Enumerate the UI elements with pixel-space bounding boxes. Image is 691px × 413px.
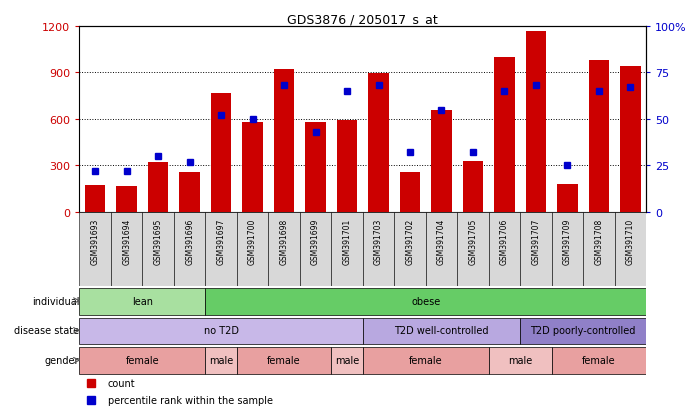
Text: GSM391693: GSM391693 xyxy=(91,218,100,264)
Bar xyxy=(305,123,325,212)
Bar xyxy=(494,58,515,212)
Text: GSM391706: GSM391706 xyxy=(500,218,509,264)
Bar xyxy=(589,61,609,212)
Bar xyxy=(274,70,294,212)
Bar xyxy=(211,93,231,212)
Bar xyxy=(457,212,489,287)
Bar xyxy=(79,212,111,287)
Text: GSM391707: GSM391707 xyxy=(531,218,540,264)
Bar xyxy=(395,212,426,287)
Bar xyxy=(205,212,237,287)
Bar xyxy=(268,212,300,287)
Bar xyxy=(300,212,331,287)
Text: GSM391710: GSM391710 xyxy=(626,218,635,264)
Bar xyxy=(583,212,614,287)
Text: male: male xyxy=(209,355,234,366)
Bar xyxy=(117,187,137,212)
Bar xyxy=(111,212,142,287)
Bar xyxy=(614,212,646,287)
Text: obese: obese xyxy=(411,296,440,306)
Text: GSM391701: GSM391701 xyxy=(343,218,352,264)
Text: count: count xyxy=(108,378,135,388)
Bar xyxy=(237,348,331,374)
Bar xyxy=(331,348,363,374)
Bar xyxy=(205,348,237,374)
Text: GSM391694: GSM391694 xyxy=(122,218,131,264)
Text: no T2D: no T2D xyxy=(204,325,238,336)
Text: female: female xyxy=(582,355,616,366)
Bar xyxy=(557,185,578,212)
Text: female: female xyxy=(126,355,159,366)
Bar xyxy=(174,212,205,287)
Bar xyxy=(463,161,483,212)
Bar xyxy=(148,163,169,212)
Text: GSM391697: GSM391697 xyxy=(216,218,226,264)
Text: T2D poorly-controlled: T2D poorly-controlled xyxy=(531,325,636,336)
Text: GSM391703: GSM391703 xyxy=(374,218,383,264)
Text: GSM391696: GSM391696 xyxy=(185,218,194,264)
Text: gender: gender xyxy=(45,355,79,366)
Bar xyxy=(551,348,646,374)
Bar xyxy=(85,186,106,212)
Text: GSM391699: GSM391699 xyxy=(311,218,320,264)
Title: GDS3876 / 205017_s_at: GDS3876 / 205017_s_at xyxy=(287,13,438,26)
Text: T2D well-controlled: T2D well-controlled xyxy=(395,325,489,336)
Text: disease state: disease state xyxy=(15,325,79,336)
Text: female: female xyxy=(409,355,442,366)
Bar xyxy=(520,212,551,287)
Text: GSM391700: GSM391700 xyxy=(248,218,257,264)
Text: GSM391705: GSM391705 xyxy=(468,218,477,264)
Bar xyxy=(79,348,205,374)
Bar xyxy=(243,123,263,212)
Bar xyxy=(363,348,489,374)
Bar xyxy=(520,318,646,344)
Text: GSM391695: GSM391695 xyxy=(153,218,162,264)
Text: female: female xyxy=(267,355,301,366)
Bar xyxy=(620,67,641,212)
Bar xyxy=(142,212,174,287)
Bar xyxy=(426,212,457,287)
Text: GSM391698: GSM391698 xyxy=(280,218,289,264)
Text: percentile rank within the sample: percentile rank within the sample xyxy=(108,395,273,405)
Bar xyxy=(368,74,389,212)
Bar xyxy=(237,212,268,287)
Text: individual: individual xyxy=(32,296,79,306)
Text: GSM391708: GSM391708 xyxy=(594,218,603,264)
Bar xyxy=(79,318,363,344)
Bar xyxy=(551,212,583,287)
Bar xyxy=(180,172,200,212)
Text: GSM391709: GSM391709 xyxy=(563,218,572,264)
Bar xyxy=(331,212,363,287)
Bar xyxy=(205,288,646,315)
Bar xyxy=(526,31,546,212)
Text: male: male xyxy=(335,355,359,366)
Bar xyxy=(489,348,551,374)
Text: lean: lean xyxy=(132,296,153,306)
Bar xyxy=(363,212,395,287)
Text: GSM391704: GSM391704 xyxy=(437,218,446,264)
Bar xyxy=(337,121,357,212)
Bar xyxy=(400,172,420,212)
Text: GSM391702: GSM391702 xyxy=(406,218,415,264)
Bar xyxy=(363,318,520,344)
Bar xyxy=(489,212,520,287)
Bar xyxy=(431,110,452,212)
Bar xyxy=(79,288,205,315)
Text: male: male xyxy=(508,355,532,366)
